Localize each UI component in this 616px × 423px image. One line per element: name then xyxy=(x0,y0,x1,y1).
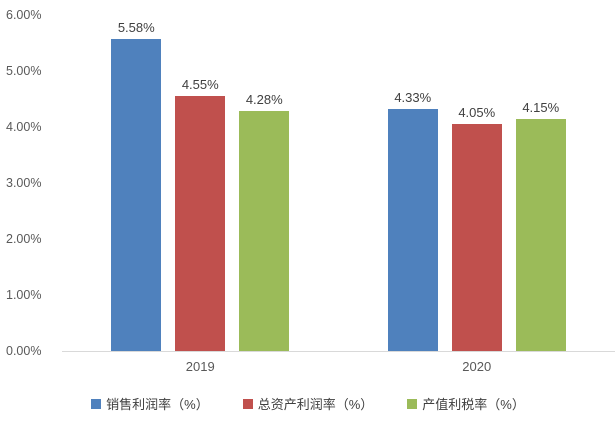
bar-group-2020: 4.33% 4.05% 4.15% xyxy=(339,15,616,351)
bar: 4.15% xyxy=(515,100,566,351)
bar-value-label: 4.55% xyxy=(181,77,219,93)
bar-value-label: 5.58% xyxy=(117,19,155,35)
y-axis-tick-label: 4.00% xyxy=(6,120,42,134)
legend-swatch-icon xyxy=(91,398,102,409)
bar: 5.58% xyxy=(111,20,162,351)
legend-swatch-icon xyxy=(407,398,418,409)
bar: 4.28% xyxy=(239,92,290,351)
legend-label: 销售利润率（%） xyxy=(106,397,209,412)
bar-group-2019: 5.58% 4.55% 4.28% xyxy=(62,15,339,351)
bar-value-label: 4.05% xyxy=(458,105,496,121)
y-axis-tick-label: 6.00% xyxy=(6,8,42,22)
bar: 4.55% xyxy=(175,77,226,351)
y-axis-tick-label: 0.00% xyxy=(6,344,42,358)
bar-value-label: 4.33% xyxy=(394,89,432,105)
x-axis-category-label: 2019 xyxy=(185,359,215,374)
x-axis: 2019 2020 xyxy=(62,359,615,374)
y-axis-tick-label: 2.00% xyxy=(6,232,42,246)
x-axis-category-label: 2020 xyxy=(462,359,492,374)
legend-item: 总资产利润率（%） xyxy=(242,394,374,413)
y-axis-tick-label: 1.00% xyxy=(6,288,42,302)
legend-item: 产值利税率（%） xyxy=(407,394,525,413)
y-axis-tick-label: 5.00% xyxy=(6,64,42,78)
y-axis-tick-label: 3.00% xyxy=(6,176,42,190)
legend-item: 销售利润率（%） xyxy=(91,394,209,413)
bar-value-label: 4.15% xyxy=(522,99,560,115)
bar: 4.05% xyxy=(451,105,502,351)
bar: 4.33% xyxy=(387,90,438,351)
legend-label: 总资产利润率（%） xyxy=(257,397,374,412)
legend-swatch-icon xyxy=(242,398,253,409)
legend: 销售利润率（%） 总资产利润率（%） 产值利税率（%） xyxy=(0,394,616,413)
plot-area: 5.58% 4.55% 4.28% 4.33% 4.05% 4.15% xyxy=(62,15,615,352)
legend-label: 产值利税率（%） xyxy=(422,397,525,412)
bar-value-label: 4.28% xyxy=(245,92,283,108)
